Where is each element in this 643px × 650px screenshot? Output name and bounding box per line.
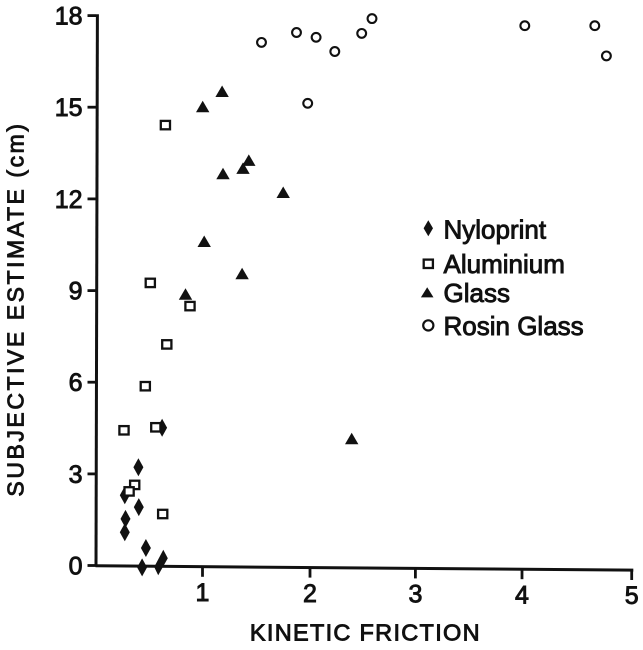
svg-text:Rosin Glass: Rosin Glass — [444, 311, 584, 341]
svg-text:2: 2 — [303, 580, 317, 608]
svg-text:Aluminium: Aluminium — [444, 249, 565, 279]
svg-text:SUBJECTIVE ESTIMATE (cm): SUBJECTIVE ESTIMATE (cm) — [3, 121, 29, 496]
svg-text:4: 4 — [515, 581, 529, 609]
svg-text:5: 5 — [625, 582, 639, 610]
svg-text:18: 18 — [55, 3, 83, 31]
svg-text:6: 6 — [69, 369, 83, 397]
svg-text:12: 12 — [55, 186, 83, 214]
svg-text:Glass: Glass — [444, 278, 510, 308]
svg-text:3: 3 — [408, 581, 422, 609]
svg-text:9: 9 — [69, 278, 83, 306]
svg-text:15: 15 — [55, 94, 83, 122]
svg-text:1: 1 — [196, 579, 210, 607]
svg-text:KINETIC FRICTION: KINETIC FRICTION — [250, 620, 481, 646]
svg-text:3: 3 — [69, 461, 83, 489]
svg-text:0: 0 — [69, 553, 83, 581]
svg-text:Nyloprint: Nyloprint — [444, 214, 547, 244]
